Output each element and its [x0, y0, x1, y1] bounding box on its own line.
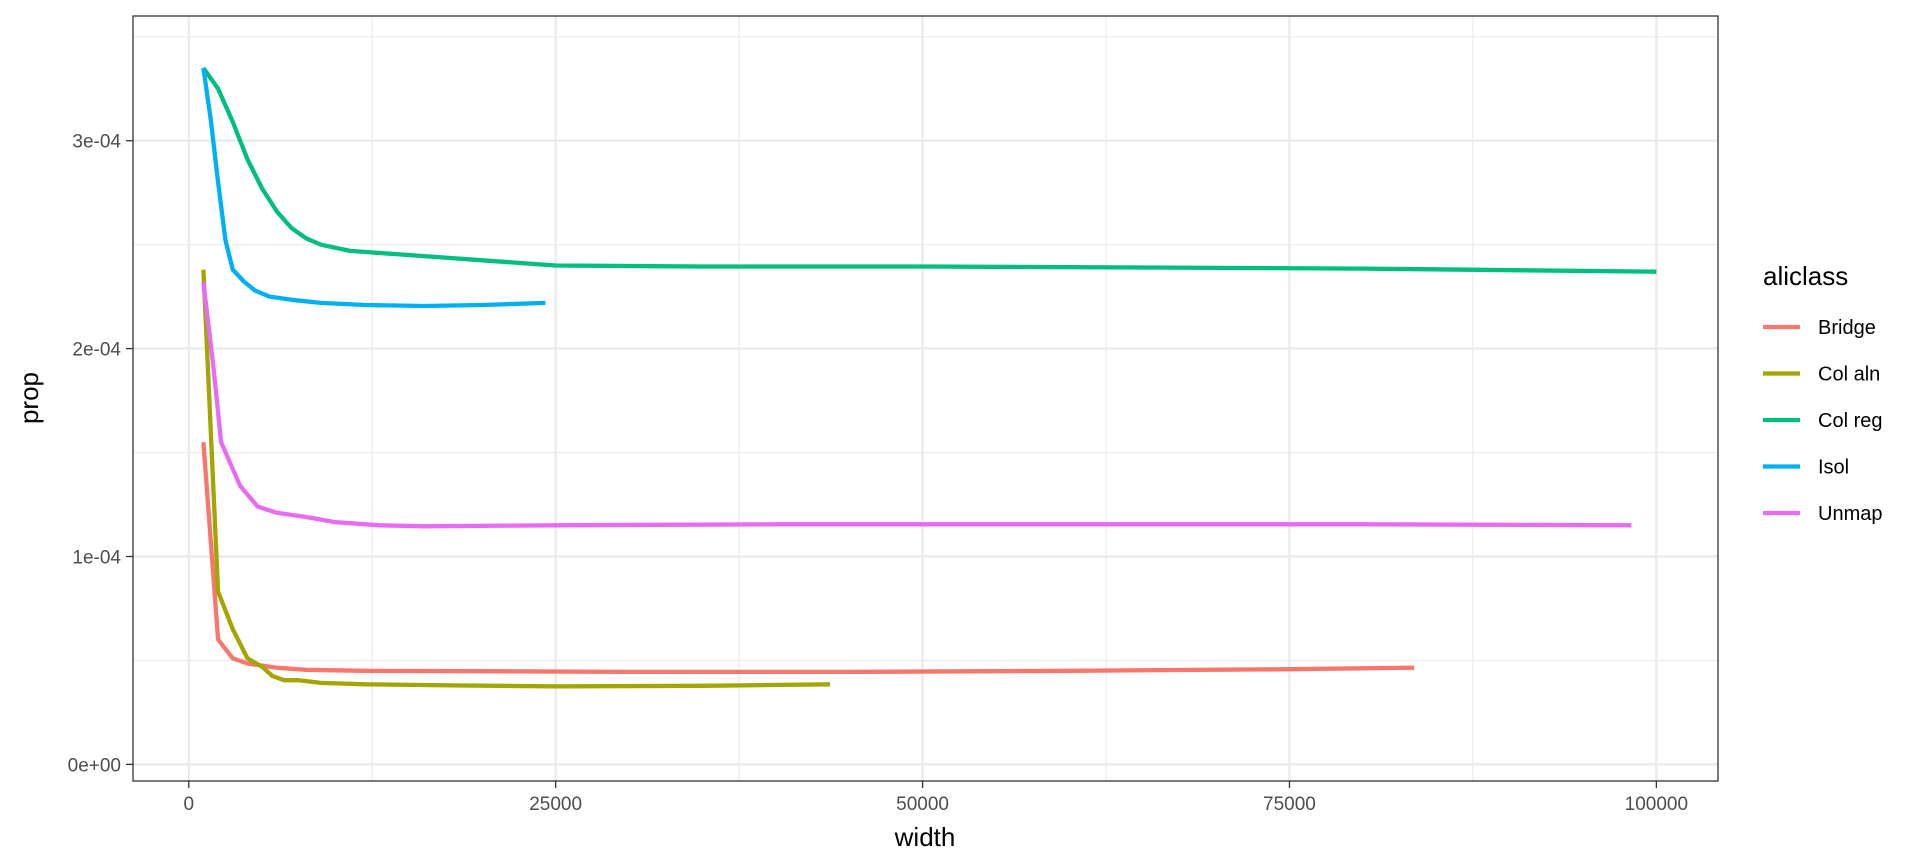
- x-tick-label: 25000: [529, 794, 582, 815]
- series-line-col-reg: [201, 66, 1657, 274]
- series-line-col-aln: [201, 269, 831, 689]
- series-line-unmap: [201, 281, 1632, 529]
- legend-items: Bridge Col aln Col reg Isol Unmap: [1763, 317, 1882, 525]
- y-tick-label: 2e-04: [72, 340, 121, 361]
- legend-label-col-reg: Col reg: [1818, 410, 1882, 432]
- series-line-isol: [201, 67, 546, 309]
- y-tick-label: 3e-04: [72, 132, 121, 153]
- y-tick-label: 1e-04: [72, 547, 121, 568]
- x-axis-tick-labels: 0 25000 50000 75000 100000: [183, 794, 1688, 815]
- y-axis-tick-labels: 0e+00 1e-04 2e-04 3e-04: [68, 132, 122, 777]
- y-axis-title: prop: [14, 372, 44, 424]
- legend-label-bridge: Bridge: [1818, 317, 1876, 339]
- legend-title: aliclass: [1763, 261, 1848, 291]
- plot-border: [132, 15, 1719, 782]
- legend-label-col-aln: Col aln: [1818, 364, 1880, 386]
- legend-label-isol: Isol: [1818, 457, 1849, 479]
- x-tick-label: 0: [183, 794, 194, 815]
- plot-panel: [133, 16, 1718, 781]
- major-gridlines: [133, 16, 1718, 781]
- series-line-bridge: [201, 442, 1415, 675]
- x-tick-label: 50000: [896, 794, 949, 815]
- x-axis-title: width: [894, 822, 956, 852]
- x-tick-label: 75000: [1263, 794, 1316, 815]
- y-tick-label: 0e+00: [68, 755, 121, 776]
- x-tick-label: 100000: [1625, 794, 1688, 815]
- series-lines: [201, 66, 1657, 689]
- legend: aliclass Bridge Col aln Col reg Isol Unmap: [1763, 261, 1882, 525]
- axis-ticks: [126, 140, 1658, 788]
- legend-label-unmap: Unmap: [1818, 503, 1882, 525]
- minor-gridlines: [133, 16, 1718, 781]
